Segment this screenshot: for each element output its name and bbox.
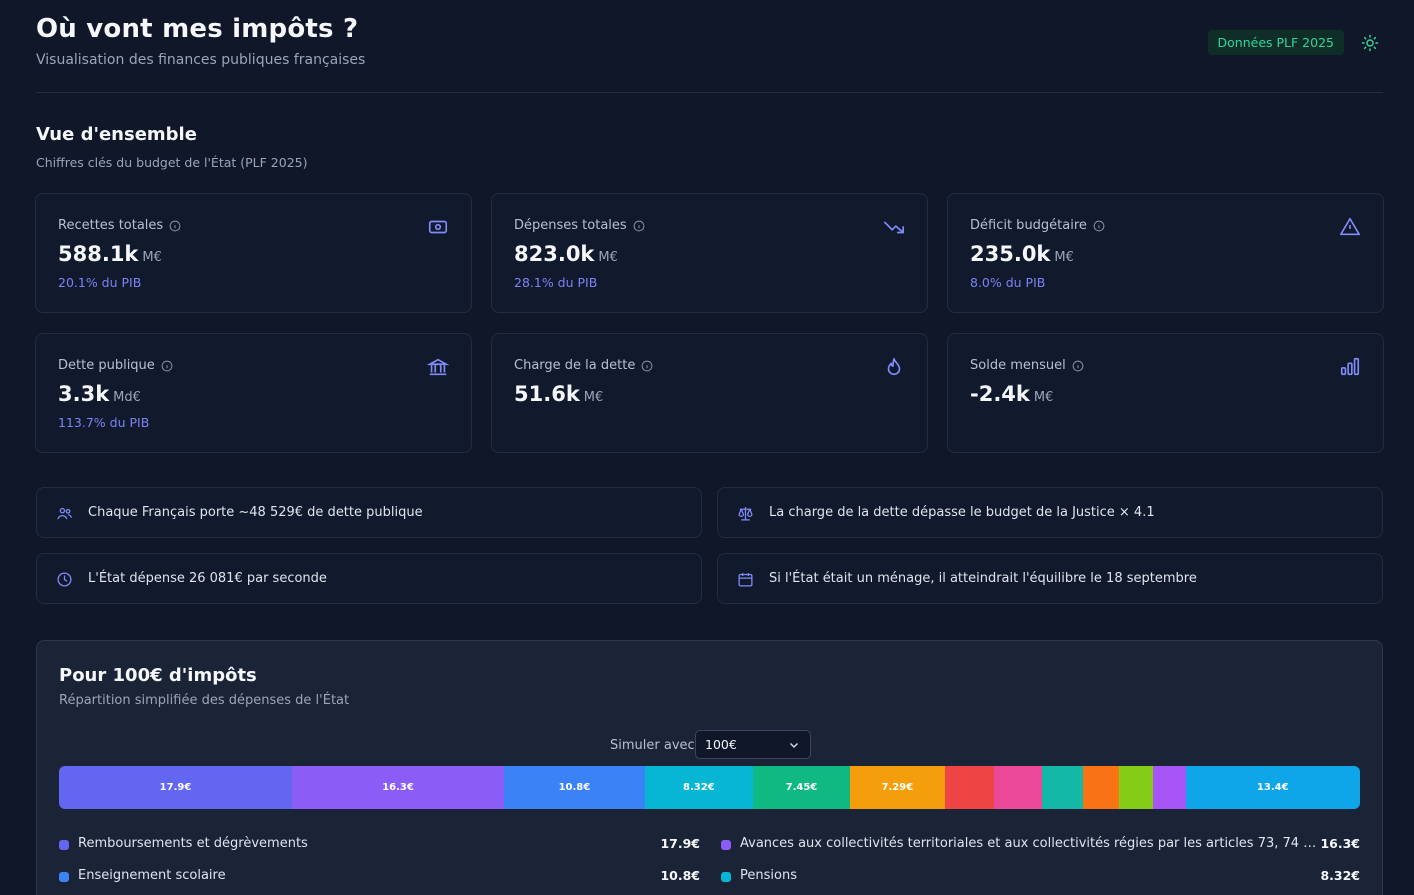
card-value: 51.6k M€ [514, 382, 604, 406]
card-pib: 20.1% du PIB [58, 275, 142, 290]
breakdown-subtitle: Répartition simplifiée des dépenses de l… [59, 693, 350, 708]
calendar-icon [738, 573, 753, 587]
bar-segment[interactable]: 7.29€ [849, 766, 945, 809]
fact-text: L'État dépense 26 081€ par seconde [88, 571, 327, 586]
legend-swatch [59, 872, 69, 882]
legend-swatch [721, 872, 731, 882]
card-label: Charge de la dette [514, 358, 636, 373]
bar-segment[interactable]: 8.32€ [644, 766, 753, 809]
legend-swatch [721, 840, 731, 850]
bar-segment[interactable] [1153, 766, 1186, 809]
card-pib: 28.1% du PIB [514, 275, 598, 290]
card-label: Déficit budgétaire [970, 218, 1087, 233]
legend-name: Avances aux collectivités territoriales … [740, 836, 1320, 851]
fact-text: Chaque Français porte ~48 529€ de dette … [88, 505, 423, 520]
fact-text: Si l'État était un ménage, il atteindrai… [769, 571, 1197, 586]
page-header: Où vont mes impôts ? Visualisation des f… [36, 0, 1383, 93]
legend-item: Pensions 8.32€ [721, 868, 1360, 886]
card-solde: Solde mensuel -2.4k M€ [947, 333, 1384, 453]
info-icon[interactable] [1072, 360, 1084, 372]
bar-segment[interactable] [1082, 766, 1120, 809]
bar-segment[interactable] [944, 766, 995, 809]
scale-icon [738, 507, 753, 521]
card-label: Dette publique [58, 358, 155, 373]
legend-name: Pensions [740, 868, 797, 883]
flame-icon [887, 357, 901, 376]
bar-segment[interactable]: 13.4€ [1185, 766, 1360, 809]
bar-segment[interactable] [1042, 766, 1083, 809]
bar-segment[interactable]: 10.8€ [504, 766, 645, 809]
info-icon[interactable] [641, 360, 653, 372]
legend-value: 16.3€ [1320, 836, 1360, 851]
fact-depense-seconde: L'État dépense 26 081€ par seconde [36, 553, 702, 604]
simulate-label: Simuler avec [610, 738, 695, 753]
breakdown-panel: Pour 100€ d'impôts Répartition simplifié… [36, 640, 1383, 895]
info-icon[interactable] [1093, 220, 1105, 232]
breakdown-title: Pour 100€ d'impôts [59, 665, 257, 686]
warning-icon [1340, 217, 1360, 236]
card-label: Dépenses totales [514, 218, 627, 233]
legend-name: Remboursements et dégrèvements [78, 836, 308, 851]
clock-icon [57, 572, 72, 587]
card-label: Recettes totales [58, 218, 164, 233]
card-recettes: Recettes totales 588.1k M€ 20.1% du PIB [35, 193, 472, 313]
legend-item: Remboursements et dégrèvements 17.9€ [59, 836, 700, 854]
card-label: Solde mensuel [970, 358, 1066, 373]
fact-charge-justice: La charge de la dette dépasse le budget … [717, 487, 1383, 538]
card-pib: 8.0% du PIB [970, 275, 1046, 290]
card-value: 235.0k M€ [970, 242, 1074, 266]
card-deficit: Déficit budgétaire 235.0k M€ 8.0% du PIB [947, 193, 1384, 313]
data-source-badge: Données PLF 2025 [1207, 30, 1344, 55]
trending-down-icon [884, 221, 904, 234]
info-icon[interactable] [169, 220, 181, 232]
card-value: 3.3k Md€ [58, 382, 141, 406]
card-value: 588.1k M€ [58, 242, 162, 266]
info-icon[interactable] [161, 360, 173, 372]
bar-segment[interactable] [994, 766, 1043, 809]
landmark-icon [427, 358, 449, 376]
page-subtitle: Visualisation des finances publiques fra… [36, 52, 366, 68]
chevron-down-icon [789, 742, 799, 749]
fact-text: La charge de la dette dépasse le budget … [769, 505, 1155, 520]
legend-swatch [59, 840, 69, 850]
card-charge-dette: Charge de la dette 51.6k M€ [491, 333, 928, 453]
sun-icon[interactable] [1361, 34, 1379, 52]
legend-item: Avances aux collectivités territoriales … [721, 836, 1360, 854]
bar-segment[interactable]: 17.9€ [59, 766, 292, 809]
overview-subtitle: Chiffres clés du budget de l'État (PLF 2… [36, 155, 308, 170]
card-value: -2.4k M€ [970, 382, 1054, 406]
bar-segment[interactable] [1119, 766, 1153, 809]
bar-chart-icon [1340, 357, 1360, 376]
legend-value: 10.8€ [660, 868, 700, 883]
fact-equilibre: Si l'État était un ménage, il atteindrai… [717, 553, 1383, 604]
overview-title: Vue d'ensemble [36, 124, 197, 145]
card-value: 823.0k M€ [514, 242, 618, 266]
card-pib: 113.7% du PIB [58, 415, 150, 430]
legend-item: Enseignement scolaire 10.8€ [59, 868, 700, 886]
legend-value: 8.32€ [1320, 868, 1360, 883]
card-depenses: Dépenses totales 823.0k M€ 28.1% du PIB [491, 193, 928, 313]
stacked-bar: 17.9€ 16.3€ 10.8€ 8.32€ 7.45€ 7.29€ 13.4€ [59, 766, 1360, 809]
card-dette: Dette publique 3.3k Md€ 113.7% du PIB [35, 333, 472, 453]
info-icon[interactable] [633, 220, 645, 232]
legend-value: 17.9€ [660, 836, 700, 851]
bar-segment[interactable]: 16.3€ [291, 766, 505, 809]
fact-dette-par-habitant: Chaque Français porte ~48 529€ de dette … [36, 487, 702, 538]
banknote-icon [428, 220, 448, 234]
bar-segment[interactable]: 7.45€ [752, 766, 850, 809]
simulate-value: 100€ [705, 737, 737, 752]
users-icon [57, 507, 72, 520]
page-title: Où vont mes impôts ? [36, 14, 359, 44]
legend-name: Enseignement scolaire [78, 868, 226, 883]
simulate-select[interactable]: 100€ [695, 730, 811, 759]
